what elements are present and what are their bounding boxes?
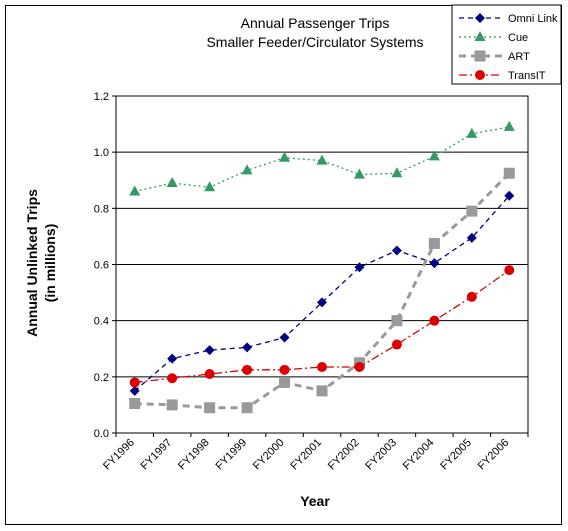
x-tick-label: FY1998: [176, 437, 212, 473]
legend-label: TransIT: [508, 70, 546, 82]
x-tick-label: FY2004: [401, 437, 437, 473]
series-omni-link: [129, 190, 515, 396]
data-point: [204, 402, 216, 414]
data-point: [504, 190, 515, 201]
chart-subtitle: Smaller Feeder/Circulator Systems: [206, 34, 423, 50]
data-point: [503, 120, 515, 131]
gridlines: [116, 95, 528, 378]
data-point: [129, 185, 141, 196]
data-point: [354, 362, 365, 373]
data-point: [466, 205, 478, 217]
data-point: [428, 150, 440, 161]
data-point: [167, 353, 178, 364]
data-point: [129, 385, 140, 396]
y-tick-label: 0.6: [94, 260, 109, 272]
data-point: [242, 342, 253, 353]
data-point: [391, 339, 402, 350]
data-point: [466, 291, 477, 302]
legend-label: ART: [508, 51, 530, 63]
data-point: [429, 315, 440, 326]
legend-item: Omni Link: [459, 13, 558, 25]
data-point: [354, 262, 365, 273]
data-point: [391, 167, 403, 178]
data-point: [391, 315, 403, 327]
legend-item: ART: [459, 50, 530, 63]
data-point: [316, 385, 328, 397]
legend-marker: [474, 50, 486, 62]
legend-label: Omni Link: [508, 13, 558, 25]
y-axis-title: Annual Unlinked Trips: [24, 189, 40, 337]
data-point: [429, 258, 440, 269]
x-tick-label: FY2002: [326, 437, 362, 473]
series-line: [134, 195, 510, 392]
y-axis-title-units: (in millions): [42, 224, 58, 303]
x-tick-label: FY2003: [363, 437, 399, 473]
legend-marker: [475, 70, 485, 80]
x-tick-label: FY2006: [476, 437, 512, 473]
data-point: [204, 345, 215, 356]
y-tick-label: 0.2: [94, 372, 109, 384]
data-point: [279, 376, 291, 388]
data-point: [279, 151, 291, 162]
legend-item: TransIT: [459, 70, 546, 82]
series-transit: [129, 265, 515, 388]
x-tick-label: FY1999: [213, 437, 249, 473]
data-point: [241, 164, 253, 175]
data-point: [391, 245, 402, 256]
data-point: [317, 362, 327, 373]
data-point: [241, 402, 253, 414]
data-point: [428, 237, 440, 249]
data-point: [166, 399, 178, 411]
x-tick-label: FY2005: [438, 437, 474, 473]
x-axis-title: Year: [300, 493, 330, 509]
y-tick-label: 0.4: [94, 316, 109, 328]
data-point: [504, 265, 515, 276]
x-tick-label: FY1997: [139, 437, 175, 473]
data-point: [167, 373, 178, 384]
x-tick-label: FY2000: [251, 437, 287, 473]
data-point: [129, 398, 141, 410]
legend-item: Cue: [459, 31, 528, 44]
data-point: [242, 364, 253, 375]
y-tick-label: 0.8: [94, 203, 109, 215]
data-point: [279, 332, 290, 343]
data-point: [466, 232, 477, 243]
series-cue: [129, 120, 515, 196]
x-tick-label: FY1996: [101, 437, 137, 473]
y-tick-label: 1.2: [94, 91, 109, 103]
data-point: [316, 154, 328, 165]
y-tick-label: 1.0: [94, 147, 109, 159]
legend-marker: [475, 13, 485, 23]
data-point: [204, 369, 215, 380]
series-layer: [129, 120, 515, 414]
data-point: [503, 167, 515, 179]
legend-marker: [474, 31, 486, 41]
data-point: [353, 168, 365, 179]
data-point: [466, 127, 478, 138]
legend-label: Cue: [508, 32, 528, 44]
data-point: [204, 181, 216, 192]
chart-title: Annual Passenger Trips: [241, 15, 390, 31]
legend: Omni Link Cue ART TransIT: [451, 4, 562, 85]
data-point: [317, 297, 327, 308]
y-tick-label: 0.0: [94, 428, 109, 440]
y-axis-title-group: Annual Unlinked Trips (in millions): [24, 189, 58, 337]
data-point: [279, 364, 290, 375]
data-point: [129, 377, 140, 388]
data-point: [166, 177, 178, 188]
x-tick-label: FY2001: [288, 437, 324, 473]
